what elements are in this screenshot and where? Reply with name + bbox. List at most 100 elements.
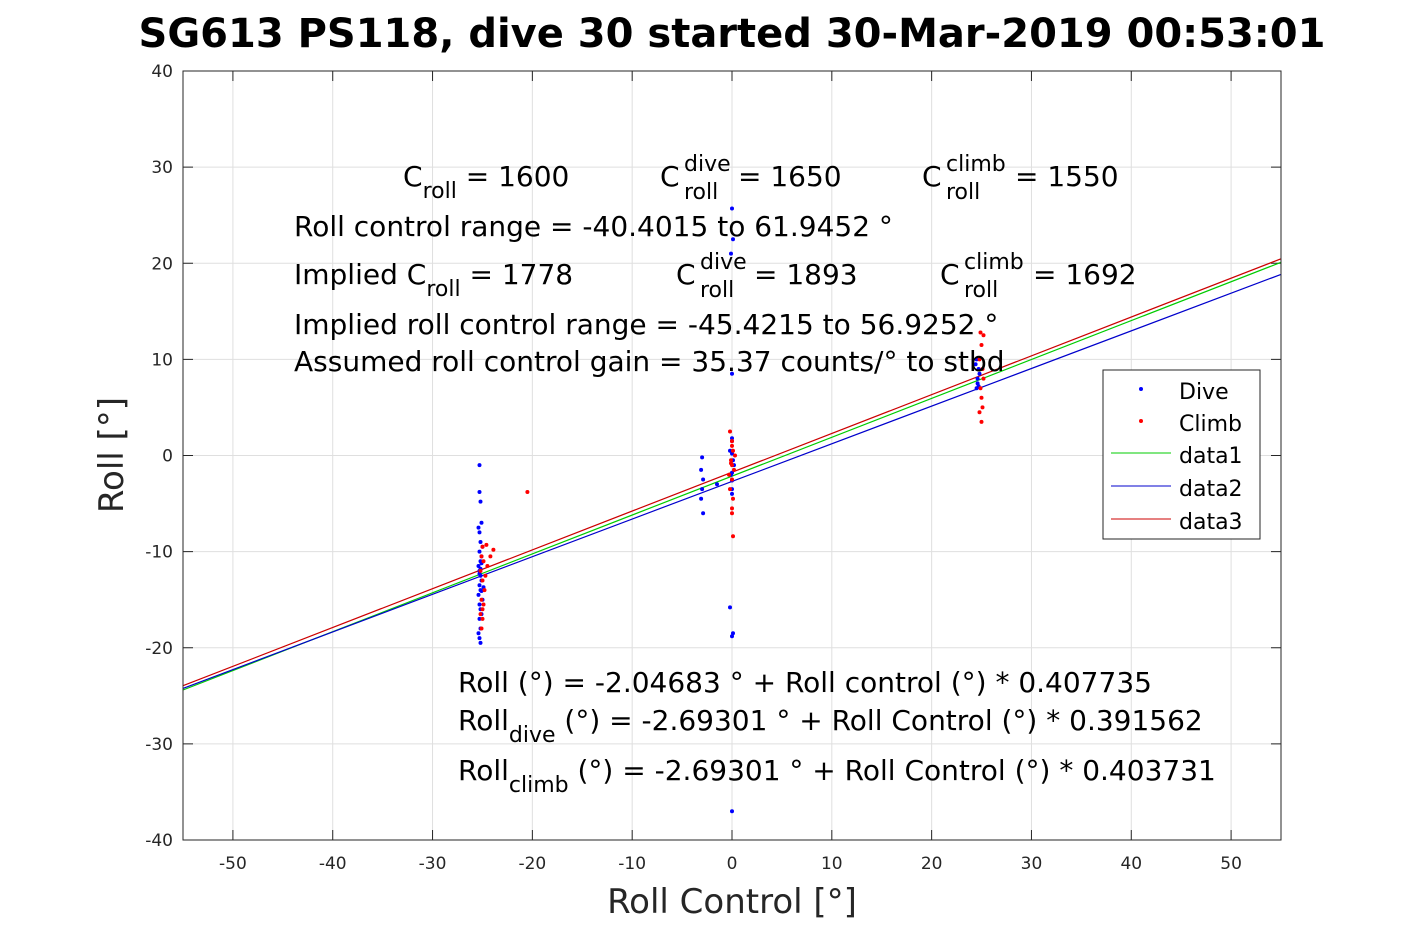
implied-dive-sub: roll [700, 278, 734, 303]
c-climb-sub: roll [946, 180, 980, 205]
dive-point [701, 511, 706, 516]
x-tick-label: 40 [1120, 854, 1142, 874]
dive-point [730, 436, 734, 441]
climb-point [977, 410, 982, 415]
c-dive-value: = 1650 [738, 160, 842, 193]
implied-climb-annotation: C [940, 258, 960, 291]
climb-point [731, 448, 735, 453]
implied-dive-annotation: C [676, 258, 696, 291]
dive-point [477, 463, 482, 468]
dive-point [730, 491, 734, 496]
climb-point [491, 547, 496, 552]
c-dive-sup: dive [684, 152, 731, 177]
y-tick-label: -30 [145, 735, 173, 755]
dive-point [477, 583, 482, 588]
climb-point [978, 330, 983, 335]
legend-data1-label: data1 [1179, 444, 1243, 469]
climb-point [484, 542, 489, 547]
legend-climb-label: Climb [1179, 412, 1242, 437]
climb-point [980, 367, 985, 371]
c-climb-annotation: C [922, 160, 942, 193]
climb-point [482, 588, 487, 593]
dive-point [730, 371, 734, 376]
dive-point [478, 640, 483, 645]
climb-point [730, 477, 734, 482]
x-tick-label: -30 [419, 854, 447, 874]
dive-point [715, 482, 719, 487]
climb-point [981, 333, 986, 338]
climb-point [979, 395, 984, 400]
dive-point [476, 631, 481, 636]
implied-climb-sub: roll [964, 278, 998, 303]
dive-point [701, 477, 706, 482]
annotations: Croll = 1600 C dive roll = 1650 C climb … [294, 152, 1216, 798]
climb-point [731, 534, 735, 539]
climb-point [480, 607, 485, 612]
climb-point [728, 487, 732, 492]
climb-point [478, 568, 483, 573]
dive-point [477, 616, 482, 621]
climb-point [480, 544, 485, 549]
dive-point [731, 237, 735, 242]
dive-point [477, 549, 482, 554]
implied-c-roll-annotation: Implied Croll = 1778 [294, 258, 573, 302]
x-tick-label: 0 [727, 854, 738, 874]
climb-point [729, 458, 733, 463]
y-tick-label: -20 [145, 639, 173, 659]
implied-range-annotation: Implied roll control range = -45.4215 to… [294, 308, 998, 341]
climb-point [479, 626, 484, 631]
x-axis-ticks: -50 -40 -30 -20 -10 0 10 20 30 40 50 [219, 71, 1242, 874]
climb-point [481, 602, 486, 607]
dive-point [699, 496, 704, 501]
climb-point [728, 429, 732, 434]
dive-point [977, 371, 982, 376]
legend-dive-label: Dive [1179, 380, 1229, 405]
climb-point [977, 357, 982, 362]
climb-point [729, 461, 733, 466]
x-tick-label: -20 [518, 854, 546, 874]
x-tick-label: 20 [921, 854, 943, 874]
dive-point [730, 634, 734, 639]
x-tick-label: -10 [618, 854, 646, 874]
gain-annotation: Assumed roll control gain = 35.37 counts… [294, 345, 1005, 378]
implied-dive-sup: dive [700, 250, 747, 275]
legend-data3-label: data3 [1179, 510, 1243, 535]
y-axis-ticks: -40 -30 -20 -10 0 10 20 30 40 [145, 62, 1281, 851]
legend-dive-marker [1139, 387, 1143, 391]
dive-point [728, 448, 732, 453]
climb-point [981, 376, 986, 381]
legend-box [1102, 369, 1261, 540]
climb-point [525, 490, 530, 494]
dive-point [476, 564, 481, 568]
climb-point [488, 554, 493, 559]
climb-point [733, 453, 737, 458]
climb-point [731, 496, 735, 501]
climb-point [730, 439, 734, 444]
dive-point [728, 605, 732, 610]
dive-point [974, 357, 979, 362]
x-axis-label: Roll Control [°] [607, 882, 857, 922]
plot-frame [182, 70, 1282, 841]
x-tick-label: 30 [1021, 854, 1043, 874]
fit-climb-annotation: Rollclimb (°) = -2.69301 ° + Roll Contro… [458, 754, 1216, 798]
climb-point [978, 386, 983, 391]
y-tick-label: -40 [145, 831, 173, 851]
dive-point [478, 499, 483, 504]
dive-point [730, 809, 734, 814]
dive-point [699, 467, 704, 472]
y-tick-label: 40 [151, 62, 173, 82]
dive-point [476, 592, 481, 597]
dive-point [729, 251, 733, 256]
dive-point [477, 530, 482, 535]
y-tick-label: 10 [151, 350, 173, 370]
dive-point [973, 362, 978, 367]
dive-point [730, 470, 734, 475]
climb-point [480, 578, 485, 583]
legend: Dive Climb data1 data2 data3 [1102, 369, 1261, 540]
climb-point [481, 559, 486, 564]
dive-point [730, 206, 734, 211]
climb-point [732, 467, 736, 472]
x-tick-label: 50 [1220, 854, 1242, 874]
legend-climb-marker [1139, 419, 1143, 423]
